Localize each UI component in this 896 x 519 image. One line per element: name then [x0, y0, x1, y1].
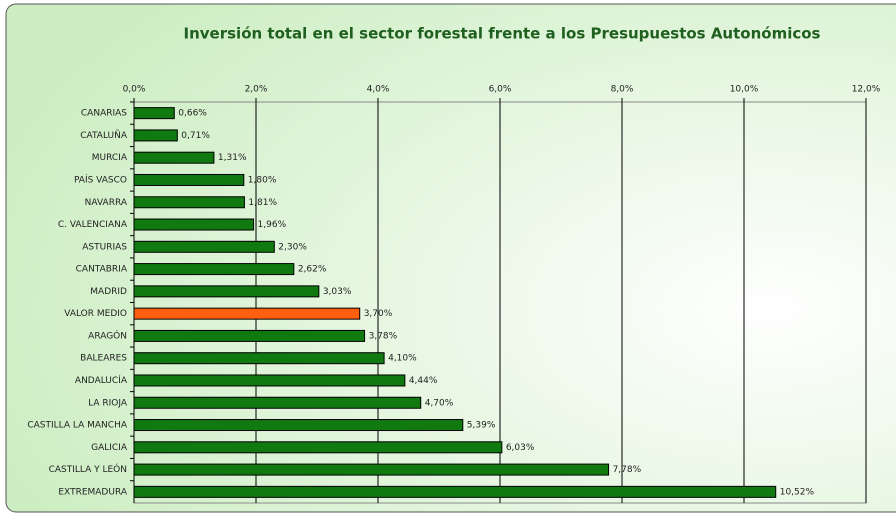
- y-tick-label: ASTURIAS: [82, 242, 127, 252]
- bar: [133, 485, 777, 498]
- value-label: 4,70%: [425, 398, 454, 408]
- bar: [133, 329, 366, 342]
- y-tick-label: ARAGÓN: [88, 329, 127, 341]
- value-label: 1,81%: [248, 198, 277, 208]
- x-tick-label: 8,0%: [611, 85, 634, 95]
- value-label: 0,71%: [181, 131, 210, 141]
- bar: [133, 129, 178, 142]
- bar: [133, 173, 245, 186]
- value-label: 0,66%: [178, 109, 207, 119]
- bar: [133, 151, 215, 164]
- bar: [133, 441, 503, 454]
- y-tick-label: C. VALENCIANA: [58, 220, 128, 230]
- value-label: 1,80%: [248, 175, 277, 185]
- chart-title: Inversión total en el sector forestal fr…: [184, 25, 821, 43]
- y-tick-label: CANTABRIA: [76, 265, 128, 275]
- bar: [133, 463, 610, 476]
- bar: [133, 419, 464, 432]
- bar: [133, 107, 175, 120]
- y-tick-label: CASTILLA LA MANCHA: [27, 421, 128, 431]
- value-label: 7,78%: [613, 465, 642, 475]
- y-tick-label: ANDALUCÍA: [75, 374, 128, 386]
- value-label: 2,30%: [278, 242, 307, 252]
- bar: [133, 307, 361, 320]
- y-tick-label: MURCIA: [92, 153, 128, 163]
- value-label: 4,10%: [388, 354, 417, 364]
- bar: [133, 263, 295, 276]
- y-tick-label: LA RIOJA: [88, 398, 128, 408]
- x-tick-label: 12,0%: [852, 85, 881, 95]
- y-tick-label: EXTREMADURA: [58, 487, 127, 497]
- x-tick-label: 4,0%: [367, 85, 390, 95]
- bar: [133, 396, 422, 409]
- x-tick-label: 0,0%: [123, 85, 146, 95]
- y-tick-label: PAÍS VASCO: [74, 173, 127, 185]
- bar: [133, 240, 275, 253]
- value-label: 2,62%: [298, 265, 327, 275]
- y-tick-label: NAVARRA: [85, 198, 128, 208]
- y-tick-label: CANARIAS: [81, 109, 127, 119]
- value-label: 1,31%: [218, 153, 247, 163]
- y-tick-label: MADRID: [90, 287, 127, 297]
- y-tick-label: BALEARES: [80, 354, 127, 364]
- y-tick-label: VALOR MEDIO: [64, 309, 127, 319]
- y-tick-label: GALICIA: [91, 443, 128, 453]
- value-label: 3,03%: [323, 287, 352, 297]
- bar: [133, 285, 320, 298]
- bar: [133, 352, 385, 365]
- value-label: 4,44%: [409, 376, 438, 386]
- value-label: 6,03%: [506, 443, 535, 453]
- value-label: 3,70%: [364, 309, 393, 319]
- panel: [5, 3, 896, 513]
- value-label: 1,96%: [258, 220, 287, 230]
- y-tick-label: CATALUÑA: [80, 130, 128, 141]
- x-tick-label: 2,0%: [245, 85, 268, 95]
- x-tick-label: 6,0%: [489, 85, 512, 95]
- bar: [133, 196, 245, 209]
- bar: [133, 218, 255, 231]
- value-label: 5,39%: [467, 421, 496, 431]
- value-label: 10,52%: [780, 487, 815, 497]
- value-label: 3,78%: [369, 331, 398, 341]
- x-tick-label: 10,0%: [730, 85, 759, 95]
- y-tick-label: CASTILLA Y LEÓN: [49, 463, 127, 475]
- bar: [133, 374, 406, 387]
